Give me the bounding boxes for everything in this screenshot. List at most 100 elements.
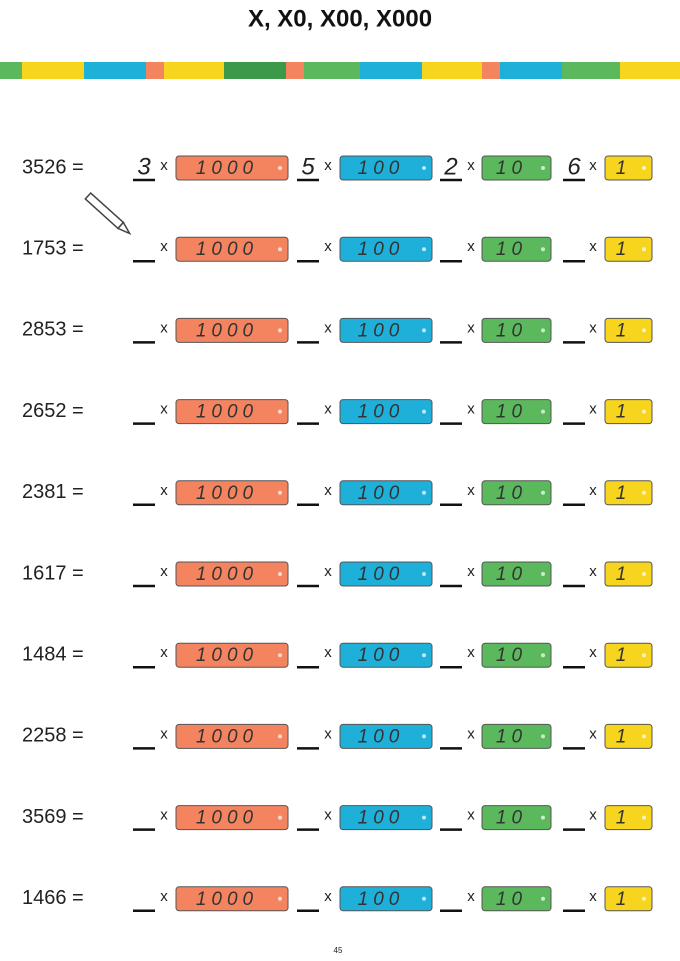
block-dot bbox=[422, 653, 426, 658]
times-sign: x bbox=[324, 644, 332, 661]
block-label: 1000 bbox=[196, 158, 258, 179]
strip-segment bbox=[422, 62, 482, 79]
number-label: 1617 = bbox=[22, 562, 84, 584]
place-value-block bbox=[481, 886, 552, 912]
strip-segment bbox=[360, 62, 422, 79]
times-sign: x bbox=[467, 725, 475, 742]
place-value-block bbox=[339, 723, 433, 749]
block-label: 1000 bbox=[196, 239, 258, 260]
block-dot bbox=[541, 896, 545, 901]
times-sign: x bbox=[160, 888, 168, 905]
times-sign: x bbox=[467, 644, 475, 661]
block-label: 100 bbox=[358, 889, 405, 910]
block-dot bbox=[642, 572, 646, 576]
block-dot bbox=[642, 896, 646, 901]
strip-segment bbox=[482, 62, 500, 79]
times-sign: x bbox=[467, 401, 475, 418]
place-value-block bbox=[604, 317, 653, 343]
block-label: 1000 bbox=[196, 645, 258, 666]
page-number: 45 bbox=[334, 946, 343, 955]
block-dot bbox=[541, 166, 545, 170]
block-dot bbox=[422, 328, 426, 333]
block-dot bbox=[541, 490, 545, 495]
place-value-block bbox=[175, 317, 289, 343]
times-sign: x bbox=[160, 644, 168, 661]
block-dot bbox=[278, 734, 282, 739]
times-sign: x bbox=[467, 807, 475, 824]
color-strip bbox=[0, 62, 680, 79]
place-value-block bbox=[481, 155, 552, 181]
times-sign: x bbox=[467, 238, 475, 255]
times-sign: x bbox=[467, 888, 475, 905]
number-label: 2258 = bbox=[22, 725, 84, 747]
place-value-block bbox=[604, 886, 653, 912]
block-dot bbox=[541, 572, 545, 576]
place-value-block bbox=[604, 642, 653, 668]
place-value-block bbox=[175, 399, 289, 425]
times-sign: x bbox=[589, 482, 597, 499]
times-sign: x bbox=[467, 319, 475, 336]
times-sign: x bbox=[324, 238, 332, 255]
pencil bbox=[84, 191, 132, 236]
times-sign: x bbox=[160, 807, 168, 824]
block-dot bbox=[278, 653, 282, 658]
times-sign: x bbox=[589, 238, 597, 255]
place-value-block bbox=[481, 805, 552, 831]
block-dot bbox=[422, 409, 426, 414]
times-sign: x bbox=[160, 563, 168, 580]
times-sign: x bbox=[160, 725, 168, 742]
place-value-block bbox=[481, 642, 552, 668]
strip-segment bbox=[500, 62, 562, 79]
place-value-block bbox=[604, 480, 653, 506]
block-label: 1 bbox=[616, 808, 632, 829]
block-dot bbox=[278, 166, 282, 170]
block-label: 1000 bbox=[196, 808, 258, 829]
block-dot bbox=[541, 247, 545, 252]
block-label: 100 bbox=[358, 239, 405, 260]
place-value-block bbox=[339, 236, 433, 262]
block-label: 1000 bbox=[196, 402, 258, 423]
answer: 2 bbox=[443, 153, 457, 180]
block-label: 1000 bbox=[196, 889, 258, 910]
place-value-block bbox=[175, 886, 289, 912]
block-dot bbox=[278, 490, 282, 495]
block-dot bbox=[278, 815, 282, 820]
block-dot bbox=[278, 572, 282, 576]
block-dot bbox=[422, 815, 426, 820]
block-label: 1 bbox=[616, 889, 632, 910]
block-label: 10 bbox=[496, 889, 527, 910]
times-sign: x bbox=[467, 157, 475, 174]
times-sign: x bbox=[589, 319, 597, 336]
answer: 6 bbox=[567, 153, 581, 180]
strip-segment bbox=[164, 62, 224, 79]
number-label: 3526 = bbox=[22, 156, 84, 178]
block-label: 10 bbox=[496, 726, 527, 747]
place-value-block bbox=[339, 317, 433, 343]
block-dot bbox=[422, 572, 426, 576]
times-sign: x bbox=[589, 401, 597, 418]
answer: 3 bbox=[137, 153, 151, 180]
strip-segment bbox=[224, 62, 286, 79]
place-value-block bbox=[339, 886, 433, 912]
place-value-block bbox=[604, 805, 653, 831]
block-dot bbox=[541, 815, 545, 820]
block-dot bbox=[642, 247, 646, 252]
times-sign: x bbox=[589, 563, 597, 580]
block-label: 1 bbox=[616, 645, 632, 666]
times-sign: x bbox=[160, 401, 168, 418]
times-sign: x bbox=[324, 888, 332, 905]
block-label: 10 bbox=[496, 645, 527, 666]
block-dot bbox=[642, 409, 646, 414]
strip-segment bbox=[286, 62, 304, 79]
title: X, X0, X00, X000 bbox=[248, 5, 432, 32]
place-value-block bbox=[175, 155, 289, 181]
block-dot bbox=[422, 247, 426, 252]
times-sign: x bbox=[160, 482, 168, 499]
place-value-block bbox=[175, 805, 289, 831]
block-dot bbox=[541, 734, 545, 739]
times-sign: x bbox=[324, 725, 332, 742]
block-label: 100 bbox=[358, 645, 405, 666]
place-value-block bbox=[339, 480, 433, 506]
